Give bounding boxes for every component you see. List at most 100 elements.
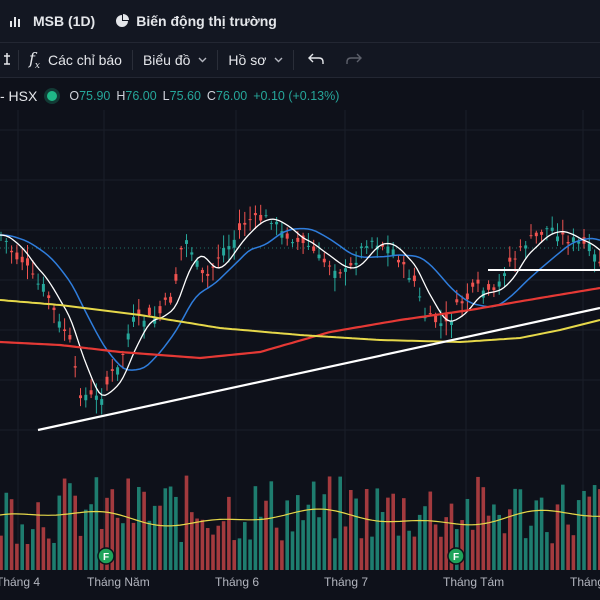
candle-body: [158, 306, 162, 314]
volume-bar: [62, 478, 67, 570]
tab-msb[interactable]: MSB (1D): [0, 0, 105, 42]
volume-bar: [253, 486, 258, 570]
candle-body: [200, 269, 204, 274]
volume-bar: [402, 498, 406, 570]
volume-bar: [561, 484, 565, 570]
volume-bar: [338, 476, 342, 570]
volume-bar: [306, 504, 311, 570]
profile-label: Hồ sơ: [228, 52, 267, 68]
candle-body: [577, 241, 581, 244]
candle-body: [26, 258, 29, 266]
undo-icon: [308, 52, 325, 68]
candle-body: [10, 250, 14, 253]
volume-bar: [15, 543, 19, 570]
volume-bar: [545, 532, 549, 570]
candle-body: [524, 245, 528, 249]
candle-body: [57, 321, 61, 328]
x-axis-label: Tháng Tám: [443, 575, 505, 589]
volume-bar: [375, 488, 380, 570]
candle-body: [163, 297, 167, 300]
candle-body: [359, 246, 363, 248]
chart-type-label: Biểu đồ: [142, 52, 191, 68]
candle-body: [545, 228, 549, 230]
volume-bar: [41, 527, 46, 570]
candle-body: [434, 315, 438, 323]
candle-body: [566, 241, 570, 244]
volume-bar: [243, 522, 247, 570]
volume-bar: [534, 500, 539, 570]
candle-body: [63, 329, 67, 331]
volume-bar: [296, 495, 300, 570]
volume-bar: [216, 525, 221, 570]
volume-bar: [423, 506, 427, 570]
undo-button[interactable]: [294, 43, 338, 77]
indicators-button[interactable]: fx Các chỉ báo: [19, 43, 132, 77]
candle-body: [232, 239, 236, 248]
candle-body: [497, 281, 501, 287]
volume-bar: [57, 495, 62, 570]
x-axis-label: Tháng 4: [0, 575, 41, 589]
candle-body: [460, 301, 464, 304]
candle-body: [142, 320, 146, 327]
candle-body: [206, 273, 210, 276]
candle-body: [259, 214, 263, 221]
market-status-icon: [47, 91, 58, 101]
open-value: 75.90: [79, 89, 111, 103]
candle-body: [386, 246, 390, 254]
financial-report-marker: F: [103, 552, 109, 563]
volume-bar: [311, 481, 316, 570]
chart-icon: [10, 14, 26, 28]
candle-body: [476, 279, 480, 284]
volume-bar: [200, 519, 205, 570]
candle-body: [73, 366, 77, 368]
candle-body: [179, 248, 183, 250]
volume-bar: [412, 536, 417, 570]
volume-bar: [555, 504, 560, 570]
ma-white-line: [0, 218, 600, 396]
profile-dropdown[interactable]: Hồ sơ: [218, 43, 293, 77]
volume-bar: [285, 500, 289, 570]
volume-bar: [94, 477, 99, 570]
volume-bar: [396, 535, 401, 570]
volume-bar: [370, 536, 374, 570]
redo-button[interactable]: [338, 43, 370, 77]
chevron-down-icon: [198, 57, 207, 63]
candle-body: [126, 333, 130, 340]
volume-bar: [327, 476, 332, 570]
candle-body: [222, 248, 226, 256]
ma-yellow-line: [0, 299, 600, 344]
candle-body: [593, 254, 597, 262]
candle-body: [253, 213, 257, 216]
volume-bar: [195, 518, 199, 570]
candle-body: [354, 262, 358, 265]
volume-bar: [110, 489, 115, 570]
x-axis-label: Tháng Năm: [87, 575, 150, 589]
compare-icon[interactable]: [0, 43, 18, 77]
tab-market[interactable]: Biến động thị trường: [105, 0, 287, 42]
toolbar-divider: [131, 50, 133, 70]
volume-bar: [52, 542, 56, 570]
volume-bar: [31, 529, 35, 570]
volume-bar: [582, 490, 586, 570]
candle-body: [296, 237, 300, 242]
candle-body: [518, 246, 522, 248]
candle-body: [487, 284, 491, 290]
candle-body: [291, 242, 294, 244]
volume-bar: [460, 520, 464, 570]
candle-body: [195, 260, 199, 267]
redo-icon: [346, 52, 363, 68]
candle-body: [333, 270, 337, 278]
candle-body: [243, 222, 247, 225]
candle-body: [20, 256, 24, 263]
candle-body: [534, 232, 538, 237]
volume-bar: [497, 514, 501, 570]
pie-icon: [115, 14, 130, 28]
candle-body: [121, 353, 125, 355]
symbol-exchange: - HSX: [0, 88, 38, 104]
volume-bar: [126, 478, 130, 570]
volume-bar: [301, 520, 305, 570]
chart-type-dropdown[interactable]: Biểu đồ: [133, 43, 217, 77]
candle-body: [105, 376, 109, 385]
low-value: 75.60: [169, 89, 201, 103]
